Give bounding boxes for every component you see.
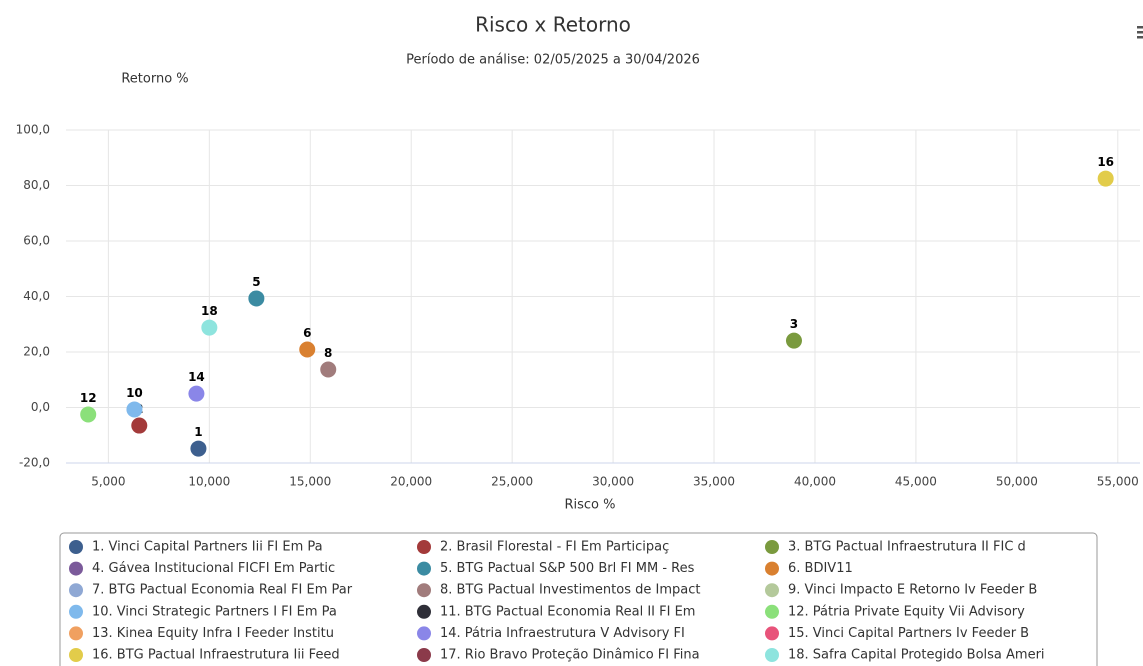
point — [131, 417, 148, 434]
y-tick-label: 20,0 — [23, 345, 50, 359]
legend-label: 8. BTG Pactual Investimentos de Impact — [440, 583, 700, 598]
legend-label: 16. BTG Pactual Infraestrutura Iii Feed — [92, 648, 340, 663]
y-tick-label: 40,0 — [23, 289, 50, 303]
x-tick-label: 55,000 — [1097, 475, 1139, 489]
point-label: 12 — [80, 391, 97, 405]
legend-swatch — [765, 583, 779, 598]
point — [190, 440, 207, 457]
legend-swatch — [417, 648, 431, 662]
legend-label: 18. Safra Capital Protegido Bolsa Ameri — [788, 648, 1045, 663]
point-label: 10 — [126, 386, 143, 400]
y-tick-label: 60,0 — [23, 234, 50, 248]
point — [248, 290, 265, 307]
point-label: 14 — [188, 370, 205, 384]
point-label: 8 — [324, 346, 332, 360]
point — [126, 401, 143, 418]
legend-label: 12. Pátria Private Equity Vii Advisory — [788, 604, 1025, 619]
point — [80, 406, 97, 423]
point — [188, 385, 205, 402]
legend-label: 11. BTG Pactual Economia Real II FI Em — [440, 604, 695, 619]
x-tick-label: 15,000 — [289, 475, 331, 489]
chart-title: Risco x Retorno — [475, 13, 631, 37]
legend-swatch — [69, 626, 83, 641]
legend-box — [59, 532, 1098, 666]
legend-label: 5. BTG Pactual S&P 500 Brl FI MM - Res — [440, 561, 695, 576]
y-axis-label: Retorno % — [121, 72, 188, 87]
chart-subtitle: Período de análise: 02/05/2025 a 30/04/2… — [406, 53, 700, 68]
legend-label: 17. Rio Bravo Proteção Dinâmico FI Fina — [440, 648, 700, 663]
menu-bar — [1137, 36, 1143, 39]
menu-bar — [1137, 26, 1143, 29]
legend-label: 4. Gávea Institucional FICFI Em Partic — [92, 561, 335, 576]
legend-label: 1. Vinci Capital Partners Iii FI Em Pa — [92, 540, 323, 555]
legend-swatch — [765, 540, 779, 554]
menu-bar — [1137, 31, 1143, 34]
legend-swatch — [765, 561, 779, 576]
legend-swatch — [417, 604, 431, 619]
menu-button[interactable] — [1133, 24, 1143, 42]
point — [201, 319, 218, 336]
point — [299, 341, 316, 358]
legend-swatch — [69, 583, 83, 598]
point-label: 16 — [1097, 155, 1114, 169]
x-axis-label: Risco % — [564, 498, 615, 513]
legend-swatch — [417, 561, 431, 576]
point — [1097, 170, 1114, 187]
y-tick-label: 100,0 — [16, 123, 50, 137]
legend-swatch — [417, 626, 431, 641]
legend-label: 10. Vinci Strategic Partners I FI Em Pa — [92, 604, 337, 619]
point-label: 18 — [201, 304, 218, 318]
legend-swatch — [69, 540, 83, 554]
legend-label: 2. Brasil Florestal - FI Em Participaç — [440, 540, 669, 555]
legend-label: 14. Pátria Infraestrutura V Advisory FI — [440, 626, 685, 641]
legend-swatch — [417, 583, 431, 598]
legend-label: 7. BTG Pactual Economia Real FI Em Par — [92, 583, 353, 598]
x-tick-label: 25,000 — [491, 475, 533, 489]
y-tick-label: -20,0 — [19, 456, 50, 470]
x-tick-label: 50,000 — [996, 475, 1038, 489]
legend-swatch — [417, 540, 431, 554]
legend-label: 13. Kinea Equity Infra I Feeder Institu — [92, 626, 334, 641]
legend-label: 6. BDIV11 — [788, 561, 853, 576]
x-tick-label: 35,000 — [693, 475, 735, 489]
point-label: 3 — [790, 317, 798, 331]
legend-label: 9. Vinci Impacto E Retorno Iv Feeder B — [788, 583, 1037, 598]
point-label: 5 — [252, 275, 260, 289]
y-tick-label: 0,0 — [31, 400, 50, 414]
legend-swatch — [69, 604, 83, 619]
point-label: 6 — [303, 326, 311, 340]
point — [320, 361, 337, 378]
x-tick-label: 40,000 — [794, 475, 836, 489]
legend-label: 3. BTG Pactual Infraestrutura II FIC d — [788, 540, 1026, 555]
x-tick-label: 5,000 — [91, 475, 125, 489]
legend-swatch — [765, 648, 779, 662]
y-tick-label: 80,0 — [23, 178, 50, 192]
legend-swatch — [765, 604, 779, 619]
x-tick-label: 10,000 — [188, 475, 230, 489]
x-tick-label: 45,000 — [895, 475, 937, 489]
point-label: 1 — [194, 425, 202, 439]
point — [785, 332, 802, 349]
x-tick-label: 30,000 — [592, 475, 634, 489]
legend-swatch — [69, 561, 83, 576]
legend-swatch — [765, 626, 779, 641]
legend-label: 15. Vinci Capital Partners Iv Feeder B — [788, 626, 1029, 641]
legend-swatch — [69, 648, 83, 662]
x-tick-label: 20,000 — [390, 475, 432, 489]
